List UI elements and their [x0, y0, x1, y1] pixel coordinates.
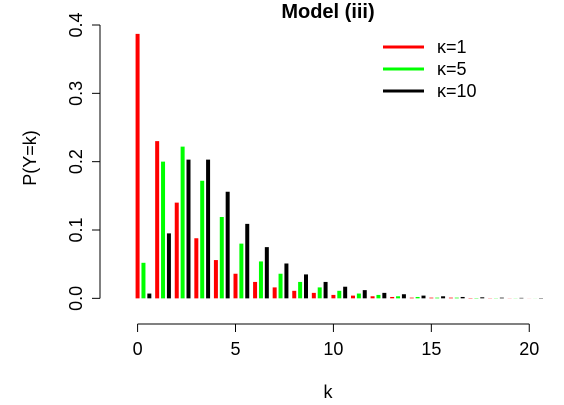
y-axis-label: P(Y=k)	[20, 130, 40, 186]
legend-label-series-3: κ=10	[437, 81, 477, 101]
legend: κ=1κ=5κ=10	[383, 37, 477, 101]
legend-label-series-1: κ=1	[437, 37, 467, 57]
x-axis-label: k	[324, 382, 334, 402]
x-tick-label: 5	[230, 339, 240, 359]
x-tick-label: 10	[323, 339, 343, 359]
bars-layer	[135, 33, 543, 299]
x-tick-label: 20	[519, 339, 539, 359]
x-tick-label: 15	[421, 339, 441, 359]
y-tick-label: 0.3	[66, 81, 86, 106]
x-tick-label: 0	[133, 339, 143, 359]
y-tick-label: 0.2	[66, 149, 86, 174]
axes-layer: 0 5 10 15 20 0.0 0.1 0.2 0.3 0.4	[66, 12, 539, 359]
legend-label-series-2: κ=5	[437, 59, 467, 79]
chart-title: Model (iii)	[281, 1, 374, 23]
y-tick-label: 0.0	[66, 286, 86, 311]
y-tick-label: 0.1	[66, 217, 86, 242]
y-tick-label: 0.4	[66, 12, 86, 37]
